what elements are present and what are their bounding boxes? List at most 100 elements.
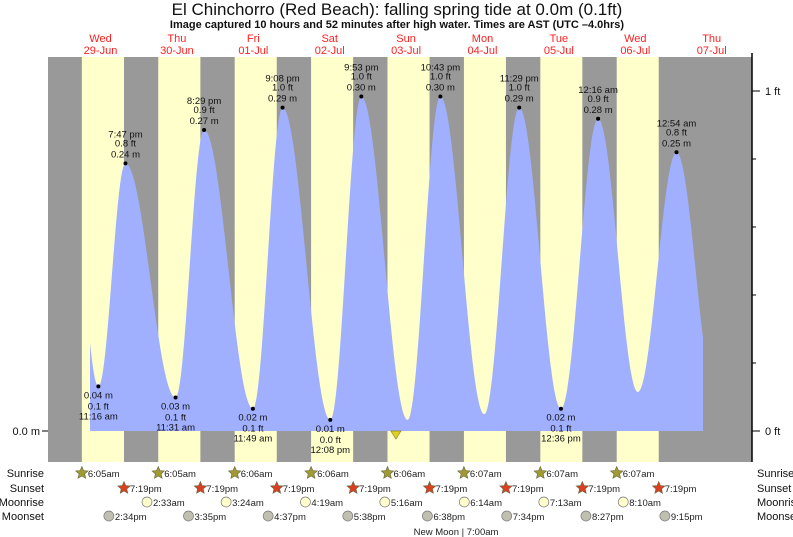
- high-tide-label: 0.24 m: [111, 149, 140, 160]
- high-tide-point: [438, 94, 443, 99]
- moonrise-row-label-right: Moonrise: [757, 497, 793, 509]
- day-name-label: Thu: [167, 33, 186, 45]
- moonset-moon-icon: [659, 510, 671, 522]
- high-tide-label: 0.28 m: [584, 105, 613, 116]
- background-layer: [48, 57, 752, 462]
- sunset-star-icon: [346, 480, 361, 494]
- sunrise-star-icon: [380, 465, 395, 479]
- high-tide-point: [674, 150, 679, 155]
- high-tide-label: 1.0 ft: [430, 72, 451, 83]
- high-tide-label: 0.29 m: [268, 94, 297, 105]
- moonset-row-label: Moonset: [2, 511, 44, 523]
- moonrise-moon-icon: [300, 496, 311, 508]
- date-label: 04-Jul: [468, 45, 498, 57]
- high-tide-point: [596, 116, 601, 121]
- low-tide-label: 12:08 pm: [310, 445, 350, 456]
- moonrise-time: 7:13am: [550, 498, 582, 509]
- date-label: 01-Jul: [238, 45, 268, 57]
- sunrise-row-label-right: Sunrise: [757, 468, 793, 480]
- high-tide-point: [280, 105, 285, 110]
- sunset-star-icon: [117, 480, 131, 494]
- date-label: 03-Jul: [391, 45, 421, 57]
- low-tide-label: 11:49 am: [233, 434, 272, 445]
- low-tide-label: 0.1 ft: [165, 413, 186, 424]
- date-label: 29-Jun: [84, 45, 118, 57]
- sunrise-time: 6:06am: [241, 469, 273, 480]
- low-tide-label: 0.1 ft: [550, 424, 571, 435]
- sunrise-star-icon: [456, 465, 471, 479]
- moonrise-row-label: Moonrise: [0, 497, 44, 509]
- moonrise-time: 8:10am: [629, 498, 661, 509]
- moonset-time: 3:35pm: [194, 512, 226, 523]
- high-tide-label: 8:29 pm: [187, 96, 221, 107]
- sunset-time: 7:19pm: [359, 484, 391, 495]
- low-tide-point: [96, 384, 101, 389]
- sunrise-row-label: Sunrise: [7, 468, 44, 480]
- day-name-label: Fri: [247, 33, 260, 45]
- sunrise-star-icon: [227, 465, 242, 479]
- high-tide-label: 0.9 ft: [194, 105, 215, 116]
- sunrise-star-icon: [304, 465, 319, 479]
- low-tide-label: 0.1 ft: [88, 401, 109, 412]
- moonrise-moon-icon: [617, 496, 629, 508]
- moonset-time: 8:27pm: [592, 512, 624, 523]
- day-labels-layer: Wed29-JunThu30-JunFri01-JulSat02-JulSun0…: [84, 33, 727, 57]
- low-tide-label: 11:31 am: [156, 423, 195, 434]
- right-axis-label: 1 ft: [765, 86, 780, 98]
- sunset-star-icon: [651, 480, 666, 494]
- sunrise-star-icon: [609, 465, 624, 479]
- low-tide-label: 12:36 pm: [541, 434, 581, 445]
- high-tide-label: 1.0 ft: [272, 83, 293, 94]
- day-name-label: Sat: [321, 33, 338, 45]
- low-tide-point: [328, 417, 333, 422]
- moonrise-time: 4:19am: [311, 498, 343, 509]
- moonset-moon-icon: [103, 510, 115, 522]
- day-name-label: Tue: [550, 33, 569, 45]
- high-tide-label: 9:53 pm: [344, 63, 378, 74]
- moonset-row-label-right: Moonset: [757, 511, 793, 523]
- sun-moon-rows: Sunrise Sunrise 6:05am 6:05am 6:06am 6:06am 6:…: [0, 465, 793, 523]
- sunset-star-icon: [575, 480, 590, 494]
- tide-area: [90, 96, 703, 431]
- sunrise-time: 6:07am: [470, 469, 502, 480]
- day-name-label: Thu: [702, 33, 721, 45]
- moonset-time: 6:38pm: [433, 512, 465, 523]
- day-name-label: Wed: [89, 33, 111, 45]
- left-axis-label: 0.0 m: [12, 426, 40, 438]
- current-time-marker: [390, 430, 402, 440]
- high-tide-label: 7:47 pm: [108, 129, 142, 140]
- moonrise-time: 5:16am: [391, 498, 423, 509]
- date-label: 30-Jun: [160, 45, 194, 57]
- sunrise-time: 6:07am: [623, 469, 655, 480]
- low-tide-label: 0.01 m: [316, 424, 345, 435]
- sunrise-time: 6:05am: [164, 469, 196, 480]
- high-tide-label: 11:29 pm: [500, 74, 539, 85]
- low-tide-label: 0.1 ft: [242, 424, 263, 435]
- low-tide-label: 0.03 m: [161, 402, 190, 413]
- sunrise-star-icon: [74, 465, 89, 479]
- sunset-star-icon: [422, 480, 437, 494]
- sunrise-time: 6:06am: [317, 469, 349, 480]
- moonrise-time: 6:14am: [470, 498, 502, 509]
- sunset-star-icon: [193, 480, 208, 494]
- moonset-moon-icon: [580, 510, 592, 522]
- moonset-moon-icon: [342, 510, 354, 522]
- sunset-time: 7:19pm: [283, 484, 315, 495]
- moonrise-moon-icon: [458, 496, 470, 508]
- moonrise-time: 3:24am: [232, 498, 264, 509]
- high-tide-label: 1.0 ft: [351, 72, 372, 83]
- low-tide-point: [250, 406, 255, 411]
- moonset-time: 7:34pm: [513, 512, 545, 523]
- moonrise-moon-icon: [220, 496, 232, 508]
- low-tide-label: 0.02 m: [546, 413, 575, 424]
- sunset-time: 7:19pm: [665, 484, 697, 495]
- sunset-time: 7:19pm: [512, 484, 544, 495]
- moonset-time: 2:34pm: [115, 512, 147, 523]
- sunset-time: 7:19pm: [588, 484, 620, 495]
- high-tide-point: [359, 94, 364, 99]
- date-label: 06-Jul: [620, 45, 650, 57]
- moonset-time: 4:37pm: [274, 512, 306, 523]
